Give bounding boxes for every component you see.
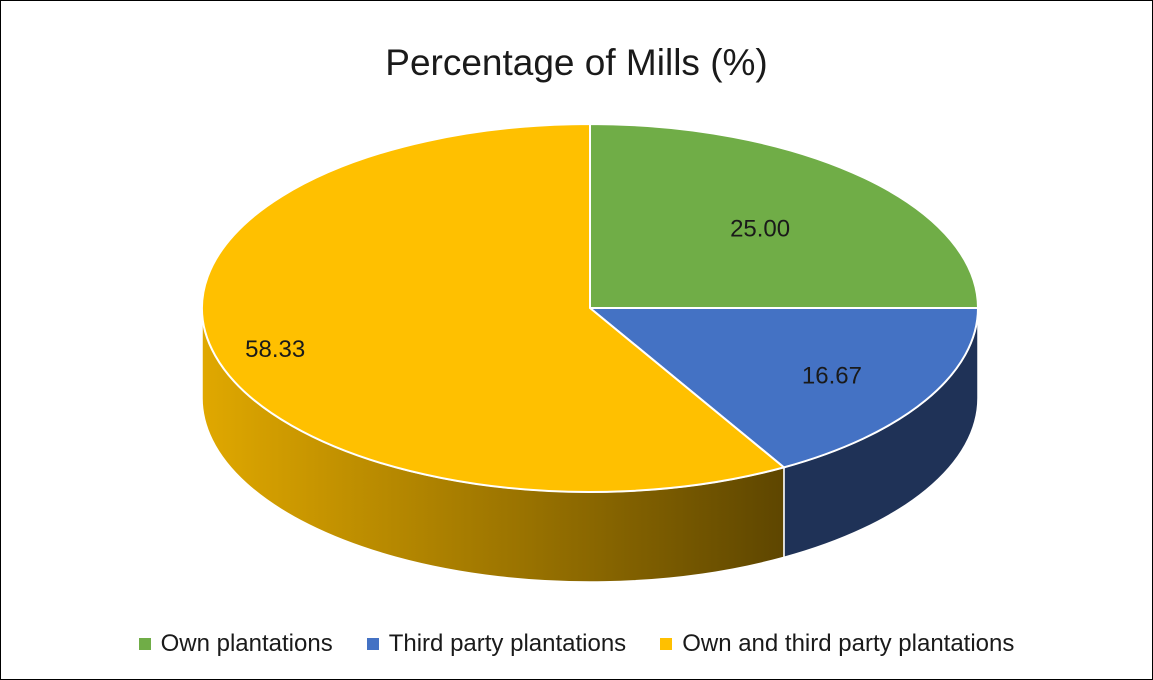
legend-label: Third party plantations: [388, 630, 627, 657]
legend: Own plantations Third party plantations …: [0, 630, 1153, 658]
legend-swatch: [138, 638, 151, 650]
data-label-third-party-plantations: 16.67: [802, 362, 862, 389]
legend-item-third-party-plantations: Third party plantations: [366, 630, 627, 658]
pie-data-labels: 25.00 16.67 58.33: [245, 215, 862, 389]
pie-slice-own-plantations: [589, 122, 980, 309]
legend-label: Own plantations: [160, 630, 333, 657]
pie-slice-third-party-plantations: [587, 307, 980, 469]
chart-title: Percentage of Mills (%): [385, 42, 768, 83]
pie-top-faces: [201, 122, 980, 493]
data-label-own-and-third-party-plantations: 58.33: [245, 336, 305, 363]
legend-label: Own and third party plantations: [682, 630, 1015, 657]
legend-swatch: [660, 638, 673, 650]
legend-swatch: [366, 638, 379, 650]
data-label-own-plantations: 25.00: [730, 215, 790, 242]
legend-item-own-plantations: Own plantations: [138, 630, 333, 658]
pie-slice-own-and-third-party-plantations: [201, 122, 787, 493]
legend-item-own-and-third-party-plantations: Own and third party plantations: [660, 630, 1014, 658]
